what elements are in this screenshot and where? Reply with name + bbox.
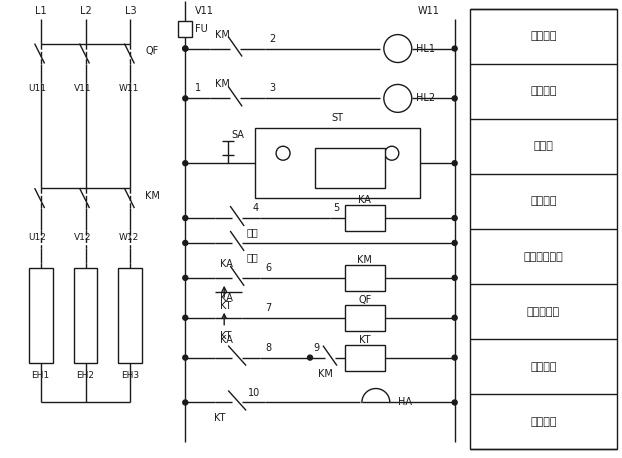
Circle shape [452,275,457,280]
Text: KT: KT [220,331,232,341]
Text: V12: V12 [73,234,91,242]
Text: EH1: EH1 [32,371,50,380]
Text: 运行信号: 运行信号 [530,86,557,96]
Bar [345,205,385,231]
Text: QF: QF [358,295,371,305]
Text: KA: KA [220,335,233,345]
Text: KM: KM [146,191,160,201]
Circle shape [384,35,412,62]
Text: 8: 8 [265,343,271,353]
Bar [118,268,142,363]
Text: 负载通断控制: 负载通断控制 [524,251,564,262]
Text: U11: U11 [29,84,47,93]
Circle shape [183,216,188,220]
Text: KM: KM [358,255,373,265]
Text: 10: 10 [248,387,260,398]
Text: 自动: 自动 [246,227,258,237]
Text: V11: V11 [195,5,214,16]
Text: L1: L1 [35,5,47,16]
Text: KT: KT [215,414,226,424]
Circle shape [452,96,457,101]
Text: 定时保护: 定时保护 [530,362,557,372]
Text: 工况选择: 工况选择 [530,196,557,207]
Bar [345,345,385,371]
Text: KT: KT [220,301,232,311]
Text: 7: 7 [265,303,271,313]
Circle shape [183,355,188,360]
Text: 手动: 手动 [246,252,258,262]
Text: 电源信号: 电源信号 [530,31,557,41]
Text: QF: QF [146,45,159,55]
Text: 6: 6 [265,263,271,273]
Text: V11: V11 [73,84,91,93]
Text: SA: SA [231,130,244,140]
Text: FU: FU [195,24,208,33]
Bar [73,268,98,363]
Text: L3: L3 [124,5,136,16]
Text: 1: 1 [195,83,202,93]
Text: 3: 3 [269,83,275,93]
Text: W11: W11 [118,84,139,93]
Circle shape [276,146,290,160]
Circle shape [183,46,188,51]
Circle shape [384,84,412,112]
Circle shape [183,161,188,166]
Bar [29,268,53,363]
Text: W12: W12 [118,234,139,242]
Bar [255,128,420,198]
Circle shape [385,146,399,160]
Text: U12: U12 [29,234,47,242]
Bar [345,305,385,331]
Bar [315,148,385,188]
Text: KM: KM [318,369,332,379]
Text: HL2: HL2 [415,93,435,104]
Circle shape [452,216,457,220]
Text: KT: KT [359,335,371,345]
Bar [470,9,617,449]
Circle shape [452,355,457,360]
Circle shape [183,275,188,280]
Text: HA: HA [398,398,412,408]
Text: 2: 2 [269,33,275,44]
Circle shape [183,315,188,320]
Text: ST: ST [331,113,343,123]
Text: EH3: EH3 [121,371,139,380]
Circle shape [307,355,312,360]
Text: 4: 4 [252,203,258,213]
Circle shape [183,46,188,51]
Text: HL1: HL1 [415,44,435,54]
Circle shape [452,161,457,166]
Text: 温控仪: 温控仪 [534,142,554,152]
Circle shape [452,400,457,405]
Text: KA: KA [358,195,371,205]
Circle shape [452,46,457,51]
Circle shape [183,240,188,245]
Text: W11: W11 [418,5,440,16]
Bar [179,21,192,37]
Text: KM: KM [215,30,230,39]
Text: 分励脱扣器: 分励脱扣器 [527,306,560,316]
Text: KM: KM [215,79,230,89]
Text: KA: KA [220,293,233,303]
Circle shape [452,315,457,320]
Circle shape [452,240,457,245]
Text: 9: 9 [313,343,319,353]
Circle shape [183,96,188,101]
Circle shape [183,400,188,405]
Bar [345,265,385,291]
Text: L2: L2 [80,5,91,16]
Text: KA: KA [220,259,233,269]
Text: 5: 5 [333,203,339,213]
Text: 故障报警: 故障报警 [530,417,557,427]
Text: EH2: EH2 [77,371,95,380]
